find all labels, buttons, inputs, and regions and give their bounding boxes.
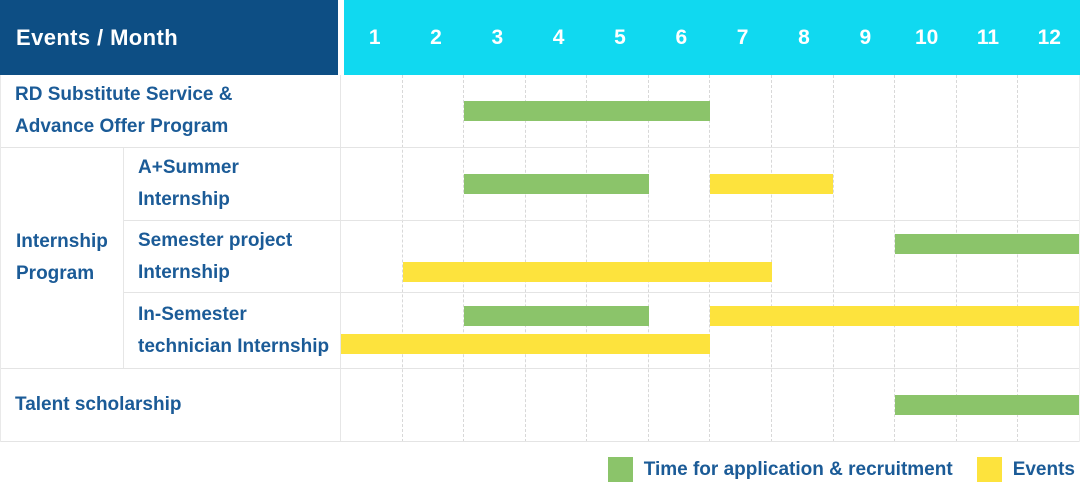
month-header-5: 5 [614,25,626,49]
month-header-8: 8 [798,25,810,49]
header-title: Events / Month [16,24,179,50]
header-divider-gap [338,0,344,75]
table-row-a-plus-summer: A+Summer Internship [124,148,1079,221]
row-label: Semester project Internship [124,221,341,292]
month-header-6: 6 [675,25,688,49]
table-body: RD Substitute Service & Advance Offer Pr… [0,75,1080,442]
bar-area [341,75,1079,147]
row-label: RD Substitute Service & Advance Offer Pr… [1,75,341,147]
month-header-11: 11 [976,25,1000,49]
group-label: Internship Program [1,148,124,368]
gantt-bar-yellow [710,306,1079,326]
month-header-band: 1 2 3 4 5 6 7 8 9 10 11 12 [344,0,1080,75]
gantt-bar-green [464,306,649,326]
month-header-4: 4 [552,25,565,49]
table-row-talent-scholarship: Talent scholarship [1,369,1079,442]
legend: Time for application & recruitment Event… [607,457,1075,482]
gantt-bar-yellow [402,262,772,282]
month-header-10: 10 [914,25,939,49]
table-row-semester-project: Semester project Internship [124,221,1079,293]
table-row-in-semester-technician: In-Semester technician Internship [124,293,1079,368]
bar-area [341,221,1079,292]
legend-green-swatch [607,457,633,482]
month-header-1: 1 [368,25,381,49]
gantt-bar-green [464,174,649,194]
month-header-2: 2 [430,25,442,49]
row-label: In-Semester technician Internship [124,293,341,368]
table-row-rd-substitute: RD Substitute Service & Advance Offer Pr… [1,75,1079,148]
bar-area [341,293,1079,368]
gantt-bar-yellow [341,334,710,354]
gantt-bar-yellow [710,174,833,194]
events-month-header-cell: Events / Month [0,0,338,75]
legend-yellow-swatch [976,457,1002,482]
gantt-bar-green [894,395,1079,415]
table-header-row: Events / Month 1 2 3 4 5 6 7 8 9 10 11 1… [0,0,1080,75]
month-header-7: 7 [736,25,749,49]
gantt-bar-green [894,234,1079,254]
month-header-12: 12 [1037,25,1061,49]
legend-yellow-label: Events [1012,458,1075,480]
bar-area [341,369,1079,441]
row-label: Talent scholarship [1,369,341,441]
bar-area [341,148,1079,220]
row-label: A+Summer Internship [124,148,341,220]
month-header-3: 3 [491,25,504,49]
internship-program-group: Internship Program A+Summer Internship S… [1,148,1079,368]
gantt-bar-green [464,101,710,121]
legend-green-label: Time for application & recruitment [643,458,953,480]
month-header-9: 9 [859,25,872,49]
